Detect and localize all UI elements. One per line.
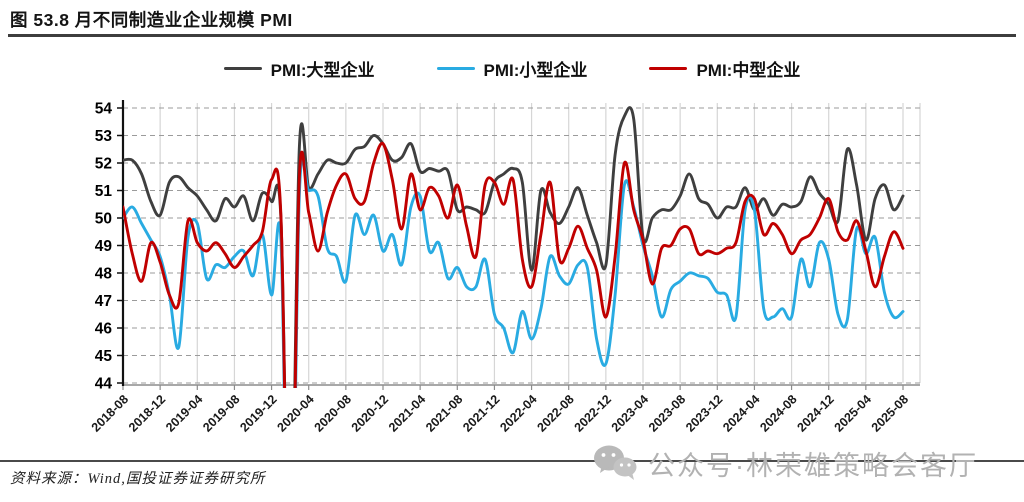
- x-tick-label: 2019-04: [163, 392, 205, 434]
- x-tick-label: 2019-08: [200, 392, 242, 434]
- x-tick-label: 2020-04: [274, 392, 316, 434]
- legend-item-large: PMI:大型企业: [223, 56, 375, 81]
- legend-item-small: PMI:小型企业: [436, 56, 588, 81]
- x-tick-label: 2018-08: [89, 392, 131, 434]
- y-tick-label: 51: [95, 183, 113, 200]
- watermark-text: 公众号·林荣雄策略会客厅: [648, 450, 978, 481]
- watermark: 公众号·林荣雄策略会客厅: [592, 443, 978, 483]
- x-tick-label: 2025-04: [832, 392, 874, 434]
- y-tick-label: 49: [95, 238, 113, 255]
- legend: PMI:大型企业 PMI:小型企业 PMI:中型企业: [0, 56, 1024, 81]
- x-tick-label: 2021-12: [460, 392, 502, 434]
- legend-label-large: PMI:大型企业: [270, 61, 375, 80]
- x-tick-label: 2023-12: [683, 392, 725, 434]
- y-tick-label: 47: [95, 293, 112, 310]
- y-tick-label: 52: [95, 156, 112, 173]
- y-tick-label: 44: [95, 376, 113, 393]
- legend-item-medium: PMI:中型企业: [649, 56, 800, 81]
- x-tick-label: 2018-12: [126, 392, 168, 434]
- x-tick-label: 2024-12: [794, 392, 836, 434]
- x-tick-label: 2021-04: [386, 392, 428, 434]
- x-tick-label: 2022-12: [572, 392, 614, 434]
- x-tick-label: 2019-12: [237, 392, 279, 434]
- y-tick-label: 50: [95, 211, 112, 228]
- legend-label-medium: PMI:中型企业: [696, 61, 801, 80]
- x-tick-label: 2023-08: [646, 392, 688, 434]
- x-tick-label: 2023-04: [609, 392, 651, 434]
- x-tick-label: 2024-08: [757, 392, 799, 434]
- source-note: 资料来源：Wind,国投证券证券研究所: [10, 471, 266, 487]
- y-tick-label: 54: [95, 101, 113, 118]
- line-series-0: [123, 106, 905, 388]
- legend-label-small: PMI:小型企业: [483, 61, 588, 80]
- wechat-icon: [594, 445, 637, 480]
- x-tick-label: 2021-08: [423, 392, 465, 434]
- x-tick-label: 2020-08: [312, 392, 354, 434]
- y-tick-label: 48: [95, 266, 113, 283]
- y-tick-label: 46: [95, 321, 113, 338]
- y-tick-label: 45: [95, 348, 113, 365]
- footer-divider: [0, 460, 1024, 462]
- figure-title: 图 53.8 月不同制造业企业规模 PMI: [10, 10, 293, 30]
- large-line-swatch: [223, 66, 262, 71]
- line-series-1: [123, 156, 905, 388]
- small-line-swatch: [436, 66, 475, 71]
- y-tick-label: 53: [95, 128, 113, 145]
- x-tick-label: 2022-04: [497, 392, 539, 434]
- title-underline: [8, 34, 1016, 37]
- medium-line-swatch: [649, 66, 688, 71]
- x-tick-label: 2020-12: [349, 392, 391, 434]
- x-tick-label: 2025-08: [869, 392, 911, 434]
- x-tick-label: 2022-08: [534, 392, 576, 434]
- line-series-2: [123, 141, 905, 388]
- x-tick-label: 2024-04: [720, 392, 762, 434]
